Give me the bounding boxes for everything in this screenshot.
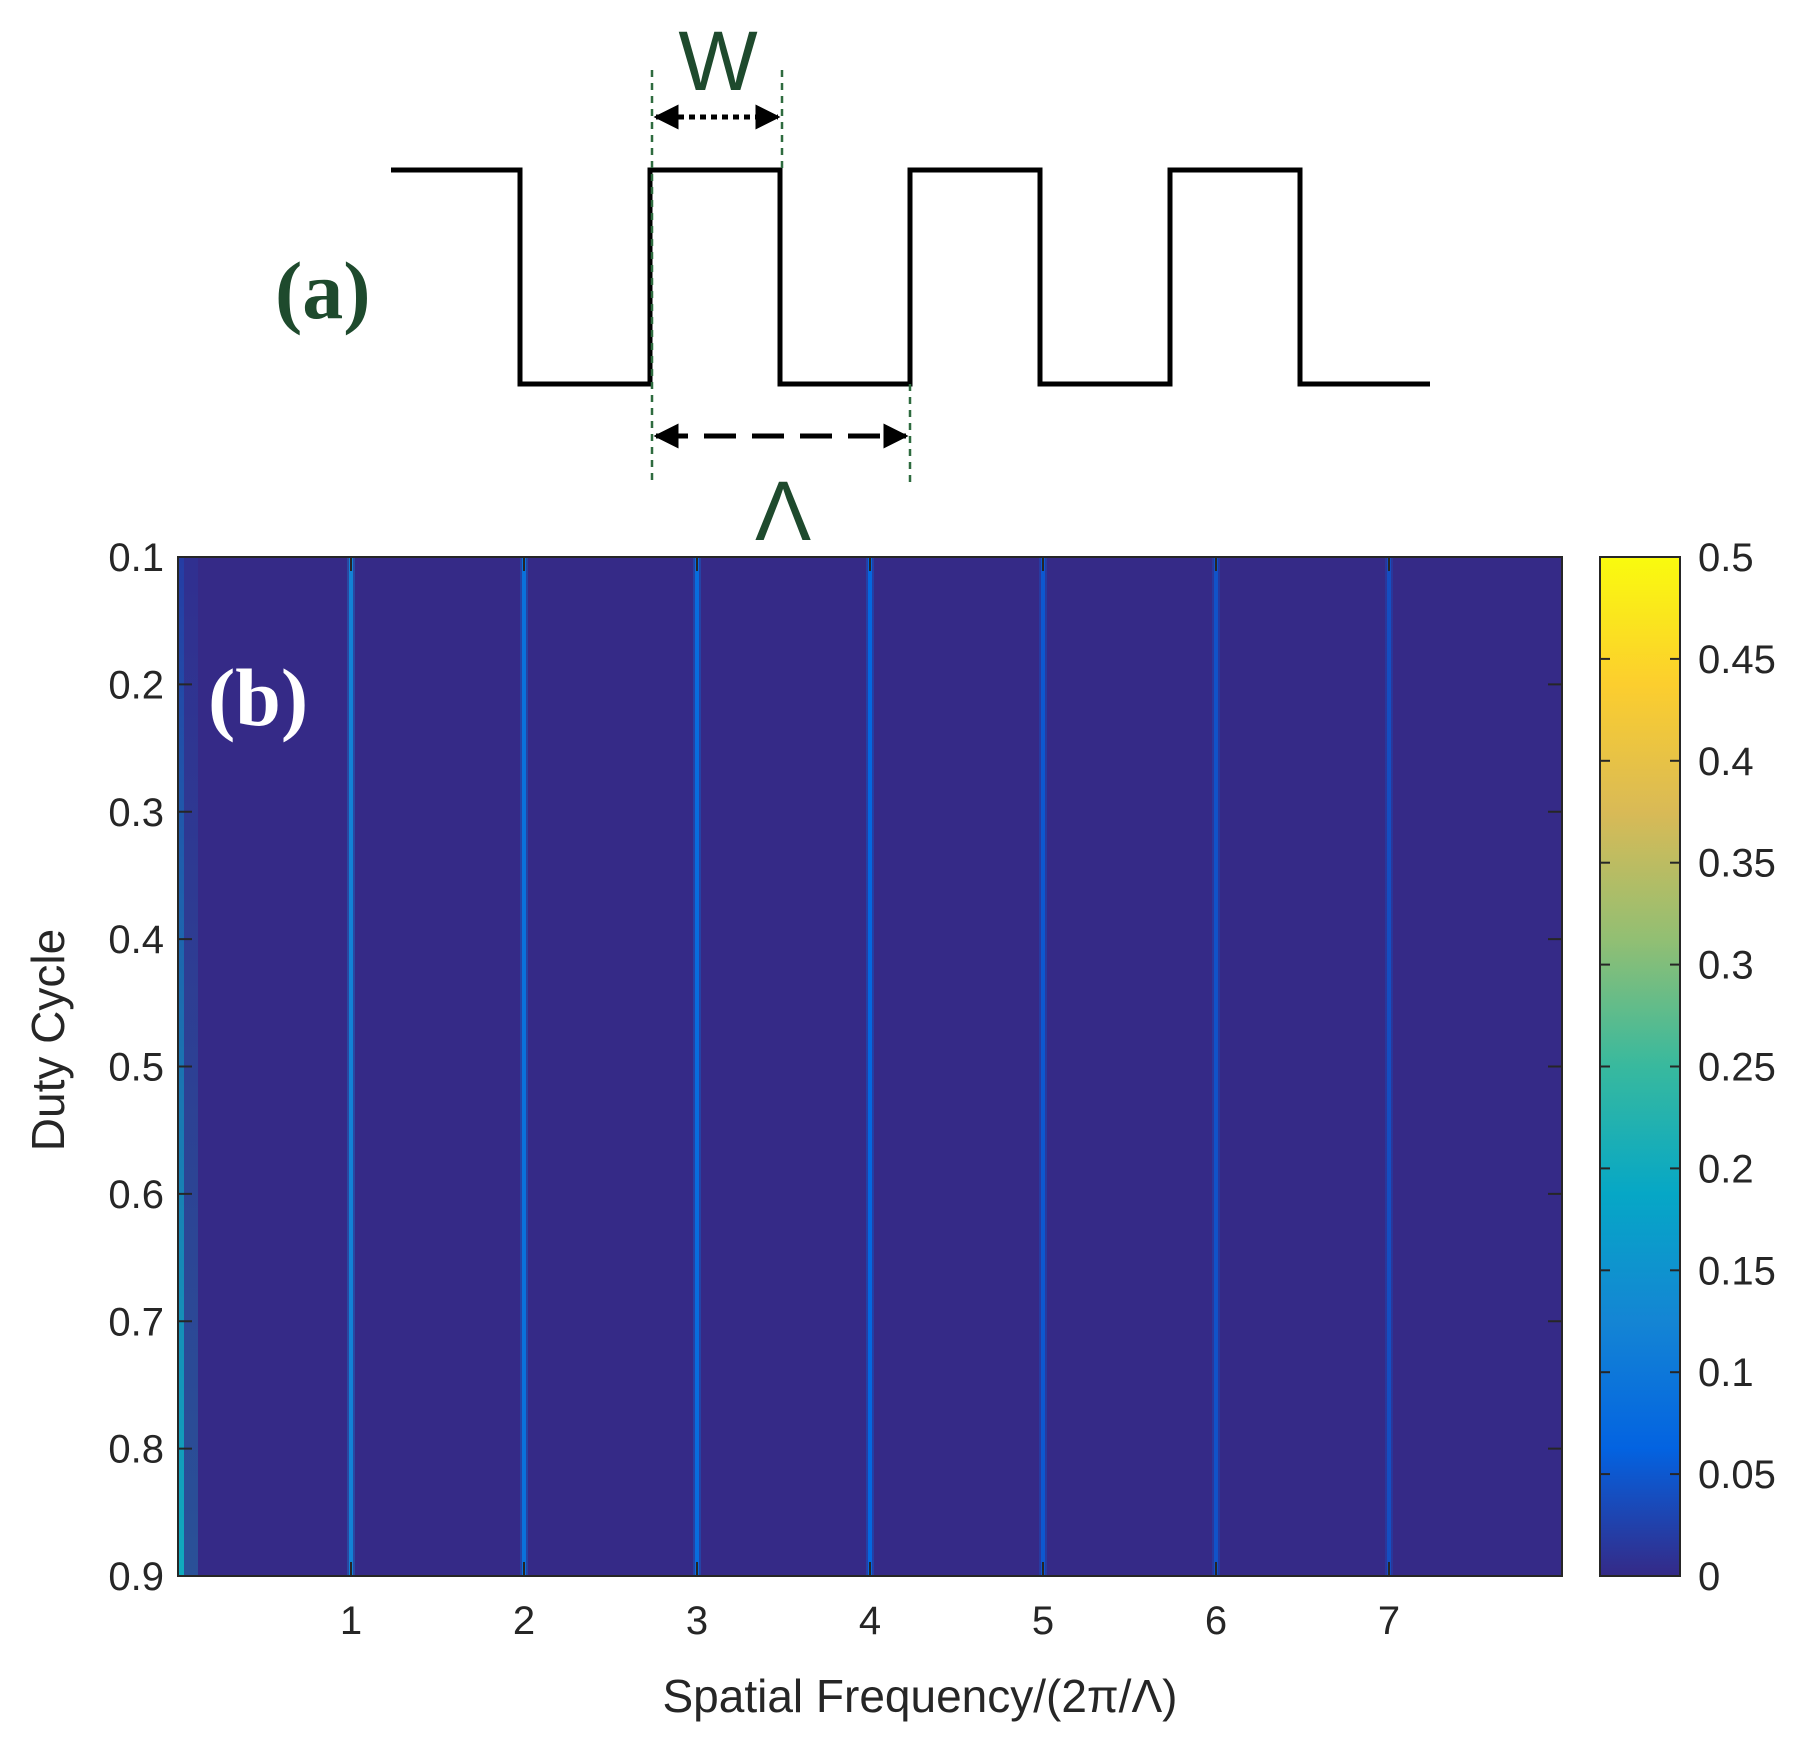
x-tick-label: 2 <box>513 1599 535 1643</box>
y-tick-label: 0.4 <box>108 918 164 962</box>
colorbar-tick-label: 0.1 <box>1698 1351 1754 1395</box>
x-tick-label: 6 <box>1205 1599 1227 1643</box>
heatmap-line-order-6 <box>1214 557 1218 1576</box>
y-tick-label: 0.2 <box>108 663 164 707</box>
colorbar-tick-label: 0.15 <box>1698 1249 1776 1293</box>
panel-a-label: (a) <box>275 245 371 336</box>
y-tick-label: 0.6 <box>108 1173 164 1217</box>
colorbar-tick-label: 0.5 <box>1698 536 1754 580</box>
x-axis-ticks: 1 2 3 4 5 6 7 <box>340 557 1400 1643</box>
colorbar-tick-label: 0.35 <box>1698 842 1776 886</box>
x-tick-label: 5 <box>1032 1599 1054 1643</box>
colorbar-tick-label: 0.45 <box>1698 638 1776 682</box>
colorbar: 0 0.05 0.1 0.15 0.2 0.25 0.3 0.35 0.4 0.45 0.5 <box>1599 536 1776 1599</box>
x-tick-label: 3 <box>686 1599 708 1643</box>
heatmap-line-order-4 <box>868 557 872 1576</box>
grating-profile-line <box>391 167 1430 387</box>
y-axis-ticks: 0.1 0.2 0.3 0.4 0.5 0.6 0.7 0.8 0.9 <box>108 536 1562 1599</box>
y-tick-label: 0.3 <box>108 791 164 835</box>
x-tick-label: 4 <box>859 1599 881 1643</box>
heatmap-line-order-3 <box>695 557 699 1576</box>
y-tick-label: 0.7 <box>108 1300 164 1344</box>
colorbar-ticks: 0 0.05 0.1 0.15 0.2 0.25 0.3 0.35 0.4 0.45 0.5 <box>1600 536 1776 1599</box>
colorbar-gradient <box>1599 556 1681 1577</box>
y-tick-label: 0.1 <box>108 536 164 580</box>
y-axis-title: Duty Cycle <box>22 929 74 1151</box>
colorbar-tick-label: 0.2 <box>1698 1147 1754 1191</box>
colorbar-tick-label: 0.4 <box>1698 740 1754 784</box>
heatmap-line-order-2 <box>522 557 526 1576</box>
y-tick-label: 0.9 <box>108 1555 164 1599</box>
panel-b-label: (b) <box>208 652 308 743</box>
panel-a-grating-diagram: (a) W Λ <box>275 14 1430 558</box>
x-tick-label: 7 <box>1378 1599 1400 1643</box>
y-tick-label: 0.8 <box>108 1428 164 1472</box>
colorbar-tick-label: 0.25 <box>1698 1046 1776 1090</box>
heatmap-line-order-7 <box>1387 557 1391 1576</box>
colorbar-tick-label: 0.3 <box>1698 944 1754 988</box>
heatmap-line-order-1 <box>349 557 353 1576</box>
colorbar-tick-label: 0.05 <box>1698 1453 1776 1497</box>
x-tick-label: 1 <box>340 1599 362 1643</box>
heatmap-plot-area <box>178 557 1562 1576</box>
width-label: W <box>678 14 757 108</box>
heatmap-line-order-5 <box>1041 557 1045 1576</box>
period-label: Λ <box>755 464 811 558</box>
colorbar-tick-label: 0 <box>1698 1555 1720 1599</box>
x-axis-title: Spatial Frequency/(2π/Λ) <box>662 1670 1177 1722</box>
y-tick-label: 0.5 <box>108 1046 164 1090</box>
